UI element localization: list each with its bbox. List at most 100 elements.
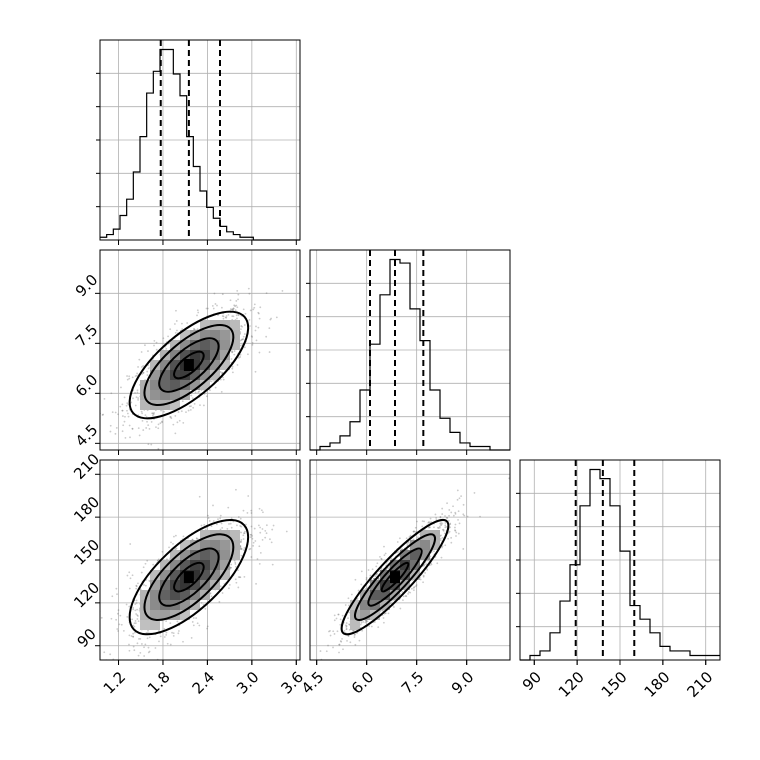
scatter-point <box>456 498 459 501</box>
density-cell <box>200 370 210 380</box>
scatter-point <box>376 562 379 565</box>
scatter-point <box>463 514 466 517</box>
scatter-point <box>347 597 350 600</box>
density-cell <box>230 530 240 540</box>
scatter-point <box>349 641 352 644</box>
x-tick-label: 3.0 <box>233 668 263 698</box>
scatter-point <box>148 636 151 639</box>
scatter-point <box>242 335 245 338</box>
scatter-point <box>375 573 378 576</box>
density-cell <box>150 610 160 620</box>
scatter-point <box>337 613 340 616</box>
density-cell <box>210 560 220 570</box>
scatter-point <box>232 307 235 310</box>
scatter-point <box>132 606 135 609</box>
scatter-point <box>121 409 124 412</box>
scatter-point <box>439 522 442 525</box>
scatter-point <box>367 569 370 571</box>
scatter-point <box>136 372 139 375</box>
density-cell <box>190 380 200 390</box>
scatter-point <box>449 523 452 526</box>
scatter-point <box>380 568 383 571</box>
density-cell <box>420 540 430 550</box>
scatter-point <box>194 391 197 394</box>
histogram-param-3: 90 120 150 180 210 <box>516 459 721 701</box>
scatter-point <box>144 584 147 587</box>
scatter-point <box>129 436 131 439</box>
scatter-point <box>187 409 190 412</box>
scatter-point <box>319 650 322 652</box>
scatter-point <box>140 410 143 413</box>
density-cell <box>200 340 210 350</box>
scatter-point <box>196 328 199 331</box>
scatter-point <box>174 534 177 537</box>
scatter-point <box>219 378 222 381</box>
scatter-point <box>132 624 135 627</box>
scatter-point <box>257 311 260 314</box>
scatter-point <box>204 528 207 531</box>
scatter-point <box>401 591 404 593</box>
density-cell <box>190 540 200 550</box>
scatter-point <box>217 518 219 521</box>
scatter-point <box>338 651 340 654</box>
scatter-point <box>235 300 238 302</box>
scatter-point <box>135 613 138 615</box>
scatter-point <box>332 630 335 633</box>
scatter-point <box>411 587 413 590</box>
scatter-point <box>152 412 154 415</box>
scatter-point <box>158 640 160 643</box>
scatter-point <box>249 536 252 539</box>
density-cell <box>190 360 200 370</box>
x-tick-label: 120 <box>555 668 588 701</box>
density-cell <box>190 370 200 380</box>
scatter-point <box>226 528 229 530</box>
scatter-point <box>265 524 268 527</box>
contour-line <box>173 350 205 380</box>
scatter-point <box>115 587 118 590</box>
density-cell <box>150 380 160 390</box>
scatter-point <box>252 541 255 544</box>
scatter-point <box>180 410 183 413</box>
scatter-point <box>134 392 136 394</box>
scatter-point <box>428 559 430 562</box>
scatter-point <box>128 424 131 427</box>
scatter-point <box>152 413 155 416</box>
scatter-point <box>215 523 218 526</box>
scatter-point <box>255 339 258 342</box>
scatter-point <box>134 609 137 612</box>
scatter-point <box>249 309 252 312</box>
scatter-point <box>460 495 463 497</box>
scatter-point <box>170 541 172 544</box>
scatter-point <box>224 316 227 319</box>
scatter-point <box>412 530 415 533</box>
scatter-point <box>138 434 141 437</box>
scatter-point <box>134 622 137 625</box>
scatter-point <box>414 526 417 529</box>
scatter-point <box>232 309 235 311</box>
scatter-point <box>442 529 445 532</box>
scatter-point <box>408 542 411 545</box>
scatter-point <box>137 427 140 430</box>
scatter-point <box>110 392 113 395</box>
scatter-point <box>361 629 364 632</box>
scatter-point <box>142 372 145 374</box>
scatter-point <box>228 584 231 586</box>
scatter-point <box>161 420 163 423</box>
scatter-point <box>178 419 181 422</box>
scatter-point <box>121 409 124 412</box>
scatter-point <box>346 639 348 642</box>
scatter-point <box>116 593 118 596</box>
scatter-point <box>240 324 243 327</box>
scatter-point <box>433 526 435 529</box>
scatter-point <box>345 625 348 627</box>
scatter-point <box>124 415 126 418</box>
scatter-point <box>240 548 243 551</box>
scatter-point <box>253 303 256 306</box>
scatter-point <box>415 530 418 533</box>
scatter-point <box>230 350 233 352</box>
density-cell <box>220 570 230 580</box>
scatter-point <box>230 563 233 566</box>
density-cell <box>220 330 230 340</box>
scatter-point <box>239 547 242 550</box>
scatter-point <box>441 528 444 531</box>
